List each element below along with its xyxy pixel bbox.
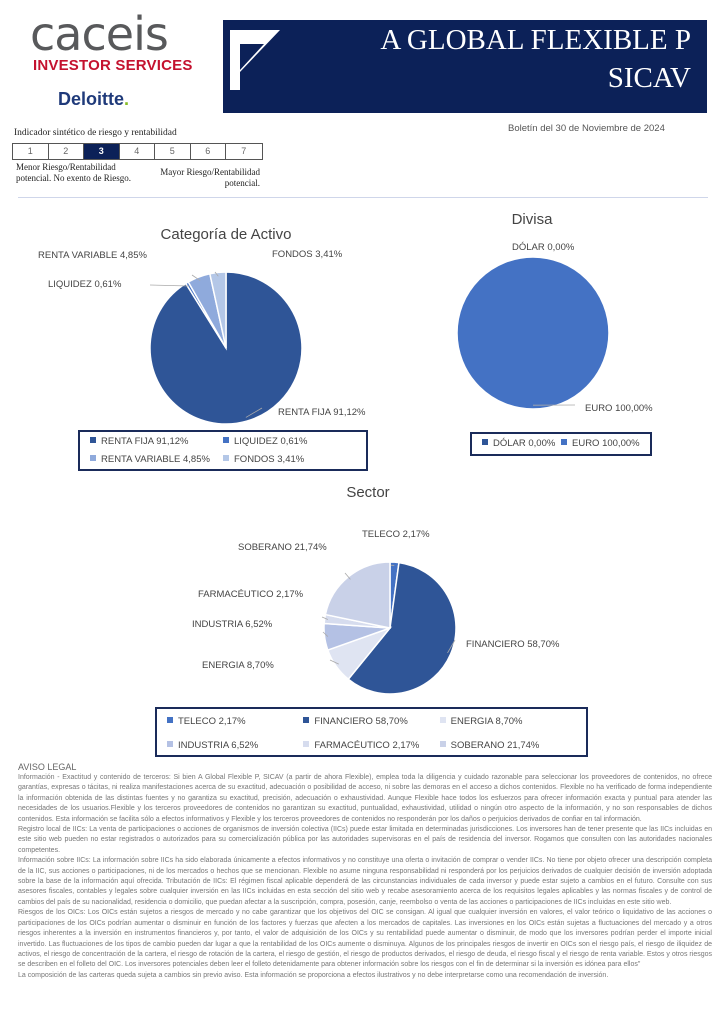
risk-level-4: 4 [120, 144, 155, 159]
pie-slice-financiero [347, 561, 457, 695]
legend-swatch [90, 437, 96, 443]
legend-item: RENTA FIJA 91,12% [90, 436, 223, 448]
legend-swatch [561, 439, 567, 445]
pie-slice-euro [456, 256, 610, 410]
legend-label: TELECO 2,17% [178, 716, 246, 727]
data-label: LIQUIDEZ 0,61% [48, 279, 122, 290]
leader-line [322, 631, 329, 637]
leader-line [214, 271, 219, 277]
legend-swatch [303, 740, 310, 747]
pie-charts: RENTA FIJA 91,12% LIQUIDEZ 0,61% RENTA VAR… [38, 242, 653, 695]
legend-swatch [223, 437, 229, 443]
legend-label: LIQUIDEZ 0,61% [234, 436, 308, 447]
legend-sector: TELECO 2,17% FINANCIERO 58,70% ENERGIA 8,7… [155, 707, 588, 757]
chart-title-asset: Categoría de Activo [160, 226, 292, 243]
risk-level-7: 7 [241, 146, 247, 156]
legend-item: TELECO 2,17% [167, 716, 303, 728]
pie-slice-fondos [208, 271, 227, 349]
data-label: DÓLAR 0,00% [512, 242, 575, 253]
legend-item: FONDOS 3,41% [223, 454, 356, 466]
legend-label: EURO 100,00% [572, 438, 640, 449]
brand-flag-icon [230, 30, 280, 90]
divider [18, 197, 708, 198]
legend-item: EURO 100,00% [561, 438, 640, 450]
legend-asset: RENTA FIJA 91,12% LIQUIDEZ 0,61% RENTA VAR… [78, 430, 368, 471]
leader-line [191, 274, 201, 281]
legend-swatch [439, 740, 446, 747]
data-label: SOBERANO 21,74% [238, 542, 327, 553]
fund-title-line2: SICAV [607, 62, 691, 94]
legend-swatch [90, 454, 96, 461]
leader-line [245, 407, 263, 418]
chart-title-sector: Sector [346, 484, 390, 501]
fund-title-line1: A GLOBAL FLEXIBLE P [380, 24, 691, 56]
leader-line [344, 572, 351, 580]
deloitte-dot: . [124, 89, 130, 109]
data-label: EURO 100,00% [585, 403, 653, 414]
legend-label: FINANCIERO 58,70% [314, 716, 408, 727]
deloitte-logo-text: Deloitte [58, 89, 125, 109]
data-label: INDUSTRIA 6,52% [192, 619, 273, 630]
legend-item: ENERGIA 8,70% [439, 716, 576, 728]
bulletin-date: Boletín del 30 de Noviembre de 2024 [508, 123, 665, 134]
legend-item: SOBERANO 21,74% [439, 739, 576, 752]
data-label: RENTA VARIABLE 4,85% [38, 250, 147, 261]
legend-item: LIQUIDEZ 0,61% [223, 436, 356, 448]
leader-line [321, 616, 329, 620]
legend-item: INDUSTRIA 6,52% [167, 740, 303, 752]
title-banner: A GLOBAL FLEXIBLE P SICAV [223, 20, 707, 113]
legend-currency: DÓLAR 0,00% EURO 100,00% [470, 432, 652, 456]
caceis-logo: caceis [30, 7, 169, 61]
legend-item: FARMACÉUTICO 2,17% [303, 740, 439, 752]
legal-paragraph: Información sobre IICs: La información s… [18, 857, 712, 906]
risk-level-6: 6 [191, 144, 226, 159]
risk-level-5: 5 [155, 144, 191, 159]
risk-scale: 1 2 3 4 5 6 7 [12, 143, 263, 160]
data-label: FONDOS 3,41% [272, 249, 343, 260]
legend-label: FONDOS 3,41% [234, 453, 305, 465]
deloitte-logo: Deloitte. [58, 89, 129, 109]
risk-level-1: 1 [13, 144, 49, 159]
legal-paragraph: La composición de las carteras queda suj… [18, 971, 609, 979]
legend-item: RENTA VARIABLE 4,85% [90, 454, 223, 466]
legal-paragraph: Registro local de IICs: La venta de part… [18, 826, 712, 854]
legal-paragraph: Información - Exactitud y contenido de t… [18, 774, 712, 823]
caceis-logo-subtitle: INVESTOR SERVICES [33, 57, 193, 74]
risk-high-text: Mayor Riesgo/Rentabilidad potencial. [160, 167, 260, 188]
legal-notice: AVISO LEGAL Información - Exactitud y co… [18, 762, 712, 981]
leader-line [447, 639, 456, 654]
legal-paragraph: Riesgos de los OICs: Los OICs están suje… [18, 909, 712, 969]
risk-level-2: 2 [49, 144, 84, 159]
legend-swatch [439, 717, 446, 723]
legend-swatch [482, 439, 488, 445]
legend-swatch [167, 740, 173, 747]
legend-swatch [303, 717, 310, 723]
data-label: RENTA FIJA 91,12% [278, 407, 366, 418]
legend-label: DÓLAR 0,00% [493, 438, 556, 449]
legend-label: RENTA FIJA 91,12% [101, 436, 189, 447]
legend-label: INDUSTRIA 6,52% [178, 739, 259, 751]
legend-item: FINANCIERO 58,70% [303, 716, 439, 728]
legend-label: FARMACÉUTICO 2,17% [314, 739, 420, 751]
data-label: ENERGIA 8,70% [202, 660, 274, 671]
risk-low-text: Menor Riesgo/Rentabilidad potencial. No … [16, 162, 131, 183]
data-label: FARMACÉUTICO 2,17% [198, 589, 304, 600]
leader-line [149, 284, 190, 287]
risk-level-3-selected: 3 [84, 144, 120, 159]
chart-title-currency: Divisa [511, 211, 553, 228]
legend-item: DÓLAR 0,00% [482, 438, 561, 450]
data-label: FINANCIERO 58,70% [466, 639, 560, 650]
legend-label: RENTA VARIABLE 4,85% [101, 453, 210, 465]
leader-line [329, 659, 339, 665]
data-label: TELECO 2,17% [362, 529, 430, 540]
legend-label: SOBERANO 21,74% [450, 739, 540, 751]
legend-swatch [223, 454, 229, 461]
legal-heading: AVISO LEGAL [18, 762, 77, 772]
legend-label: ENERGIA 8,70% [450, 716, 523, 727]
risk-indicator-label: Indicador sintético de riesgo y rentabil… [14, 128, 177, 138]
legend-swatch [167, 717, 173, 723]
